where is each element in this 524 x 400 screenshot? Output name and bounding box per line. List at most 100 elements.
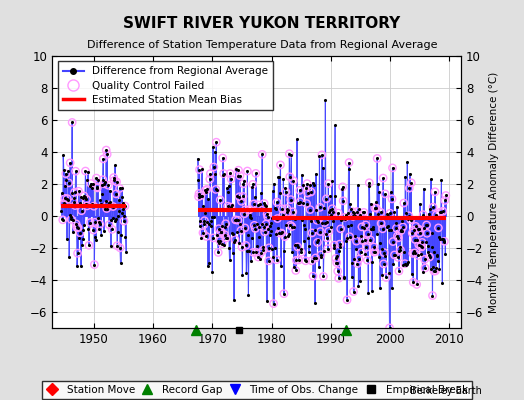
Point [281, 234, 289, 240]
Point [424, 249, 432, 256]
Point [200, 221, 208, 228]
Point [408, 271, 416, 277]
Point [430, 268, 438, 274]
Point [395, 268, 403, 274]
Point [212, 139, 221, 145]
Point [287, 196, 295, 203]
Point [107, 203, 116, 210]
Point [275, 230, 283, 236]
Point [409, 250, 417, 257]
Point [414, 252, 422, 259]
Point [77, 263, 85, 269]
Point [285, 150, 293, 157]
Point [199, 230, 207, 236]
Point [73, 250, 82, 256]
Point [70, 189, 79, 195]
Point [65, 254, 73, 260]
Point [234, 167, 243, 173]
Point [61, 183, 69, 189]
Point [405, 212, 413, 219]
Point [355, 256, 363, 262]
Point [91, 219, 99, 226]
Point [374, 181, 383, 188]
Point [440, 239, 448, 245]
Point [113, 242, 121, 249]
Point [301, 258, 310, 264]
Point [407, 216, 415, 223]
Point [90, 261, 99, 268]
Point [385, 325, 394, 331]
Point [272, 206, 280, 212]
Point [101, 179, 110, 186]
Point [365, 183, 373, 189]
Point [219, 172, 227, 179]
Point [333, 260, 341, 266]
Point [197, 192, 205, 199]
Point [339, 198, 347, 204]
Point [257, 250, 265, 256]
Point [362, 244, 370, 251]
Point [325, 228, 333, 234]
Point [68, 190, 76, 196]
Point [337, 216, 346, 222]
Point [308, 180, 316, 186]
Point [314, 237, 322, 244]
Point [361, 237, 369, 244]
Point [406, 170, 414, 177]
Point [373, 155, 381, 162]
Point [208, 269, 216, 275]
Point [226, 204, 235, 210]
Point [195, 190, 203, 197]
Point [73, 263, 81, 270]
Point [249, 201, 258, 207]
Point [122, 248, 130, 255]
Point [417, 251, 425, 258]
Point [435, 209, 444, 216]
Point [276, 190, 284, 196]
Point [378, 246, 386, 252]
Point [205, 221, 214, 228]
Point [371, 248, 379, 255]
Point [366, 236, 375, 243]
Text: SWIFT RIVER YUKON TERRITORY: SWIFT RIVER YUKON TERRITORY [123, 16, 401, 31]
Point [435, 209, 444, 216]
Point [269, 300, 278, 307]
Point [406, 215, 414, 222]
Point [331, 193, 340, 200]
Point [224, 182, 233, 189]
Point [439, 208, 447, 214]
Point [410, 250, 419, 256]
Point [297, 249, 305, 256]
Point [440, 238, 449, 244]
Point [274, 215, 282, 222]
Point [348, 208, 357, 215]
Point [354, 182, 362, 188]
Point [312, 170, 320, 177]
Point [367, 200, 375, 207]
Point [357, 249, 366, 255]
Point [90, 203, 98, 210]
Point [399, 224, 407, 230]
Point [348, 208, 357, 215]
Point [249, 249, 257, 256]
Point [326, 206, 334, 213]
Point [333, 260, 341, 266]
Point [100, 181, 108, 187]
Point [383, 223, 391, 230]
Point [310, 182, 318, 188]
Point [267, 215, 276, 222]
Point [407, 180, 416, 186]
Y-axis label: Monthly Temperature Anomaly Difference (°C): Monthly Temperature Anomaly Difference (… [489, 71, 499, 313]
Point [212, 186, 220, 193]
Point [99, 176, 107, 183]
Point [277, 263, 285, 269]
Point [116, 245, 124, 251]
Point [265, 245, 274, 251]
Point [390, 209, 398, 216]
Point [409, 279, 418, 286]
Point [345, 159, 353, 166]
Point [205, 259, 213, 266]
Point [325, 209, 333, 216]
Point [346, 201, 354, 208]
Point [60, 167, 68, 173]
